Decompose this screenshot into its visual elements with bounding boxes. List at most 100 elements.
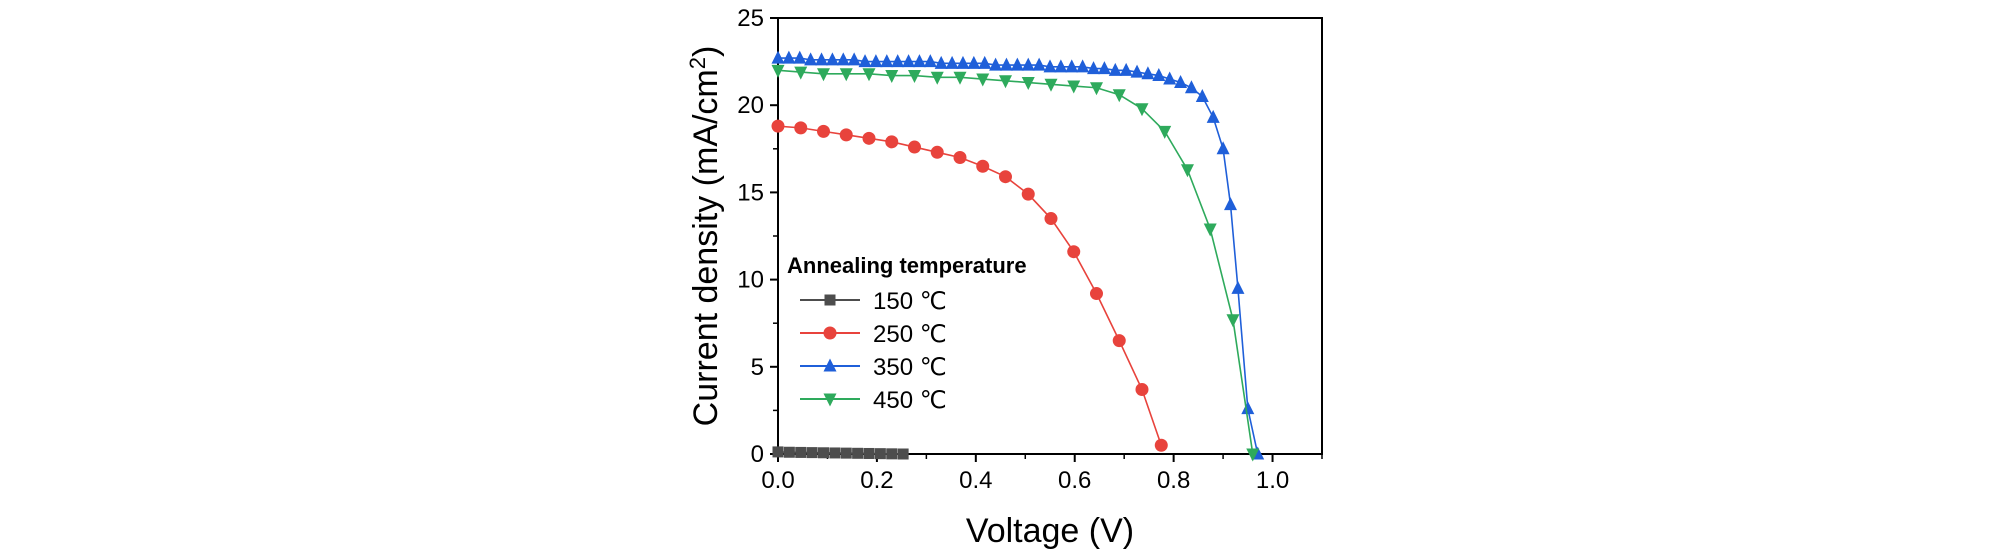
data-point (953, 71, 967, 85)
data-point (976, 159, 990, 173)
data-point (923, 54, 937, 68)
series-1 (771, 119, 1168, 452)
series-0 (772, 446, 909, 460)
data-point (1097, 61, 1111, 75)
data-point (1135, 382, 1149, 396)
data-point (1067, 245, 1081, 259)
data-point (1174, 75, 1188, 89)
data-point (1184, 80, 1198, 94)
data-point (1043, 59, 1057, 73)
data-point (874, 448, 886, 460)
data-point (816, 124, 830, 138)
legend-entry: 250 ℃ (800, 321, 947, 348)
data-point (1195, 88, 1209, 102)
data-point (1203, 223, 1217, 237)
data-point (1044, 78, 1058, 92)
data-point (771, 50, 785, 64)
series-line (777, 125, 1163, 446)
legend-entry: 150 ℃ (800, 288, 947, 315)
data-point (847, 52, 861, 66)
data-point (1226, 314, 1240, 328)
x-tick-label: 0.6 (1058, 467, 1091, 494)
x-tick-label: 0.8 (1157, 467, 1190, 494)
data-point (1135, 103, 1149, 117)
data-point (795, 446, 807, 458)
data-point (839, 68, 853, 82)
data-point (829, 447, 841, 459)
data-point (782, 50, 796, 64)
x-tick-label: 0.4 (959, 467, 992, 494)
y-tick-label: 0 (751, 441, 764, 468)
data-point (956, 55, 970, 69)
data-point (907, 140, 921, 154)
data-point (1021, 77, 1035, 91)
data-point (891, 54, 905, 68)
data-point (907, 70, 921, 84)
data-point (1231, 280, 1245, 294)
y-axis-ticks: 0 5 10 15 20 25 (737, 5, 778, 468)
data-point (1087, 61, 1101, 75)
data-point (1021, 187, 1035, 201)
data-point (794, 66, 808, 80)
data-point (897, 448, 909, 460)
data-point (794, 121, 808, 135)
data-point (967, 55, 981, 69)
data-point (863, 447, 875, 459)
data-point (783, 446, 795, 458)
legend: Annealing temperature 150 ℃ 250 ℃ 350 ℃ 450… (787, 253, 1027, 414)
legend-entry: 450 ℃ (800, 387, 947, 414)
data-point (912, 54, 926, 68)
data-point (836, 52, 850, 66)
legend-marker (823, 393, 837, 407)
legend-label: 250 ℃ (873, 321, 947, 348)
y-axis-title-main: Current density (mA/cm (687, 69, 725, 426)
data-point (1067, 80, 1081, 94)
data-point (978, 55, 992, 69)
data-point (1224, 197, 1238, 211)
data-point (839, 128, 853, 142)
data-point (1089, 287, 1103, 301)
data-point (771, 119, 785, 133)
data-point (998, 75, 1012, 89)
data-point (945, 55, 959, 69)
data-point (1089, 82, 1103, 96)
data-point (1119, 62, 1133, 76)
data-point (1021, 57, 1035, 71)
data-point (999, 57, 1013, 71)
data-point (1032, 57, 1046, 71)
data-point (1130, 64, 1144, 78)
data-point (1163, 71, 1177, 85)
data-point (825, 52, 839, 66)
x-axis-ticks: 0.0 0.2 0.4 0.6 0.8 1.0 (761, 454, 1323, 494)
legend-marker (823, 326, 837, 340)
data-point (804, 52, 818, 66)
data-point (815, 52, 829, 66)
data-point (806, 447, 818, 459)
data-point (840, 447, 852, 459)
x-axis-title: Voltage (V) (966, 512, 1134, 550)
series-line (778, 57, 1259, 455)
legend-marker (824, 294, 836, 306)
data-point (902, 54, 916, 68)
data-point (886, 448, 898, 460)
data-point (1180, 164, 1194, 178)
series-2 (771, 50, 1265, 460)
legend-marker (823, 358, 837, 372)
y-tick-label: 15 (737, 179, 764, 206)
data-point (772, 446, 784, 458)
data-point (1206, 109, 1220, 123)
y-axis-title-end: ) (687, 46, 725, 57)
data-point (953, 151, 967, 165)
data-point (934, 55, 948, 69)
data-point (852, 447, 864, 459)
data-point (1065, 59, 1079, 73)
data-point (1054, 59, 1068, 73)
data-point (1141, 66, 1155, 80)
data-point (1158, 125, 1172, 139)
data-point (1246, 448, 1260, 462)
data-point (862, 68, 876, 82)
series-line (777, 69, 1254, 455)
data-point (1112, 334, 1126, 348)
y-axis-title: Current density (mA/cm2) (685, 46, 726, 427)
legend-title: Annealing temperature (787, 253, 1027, 278)
